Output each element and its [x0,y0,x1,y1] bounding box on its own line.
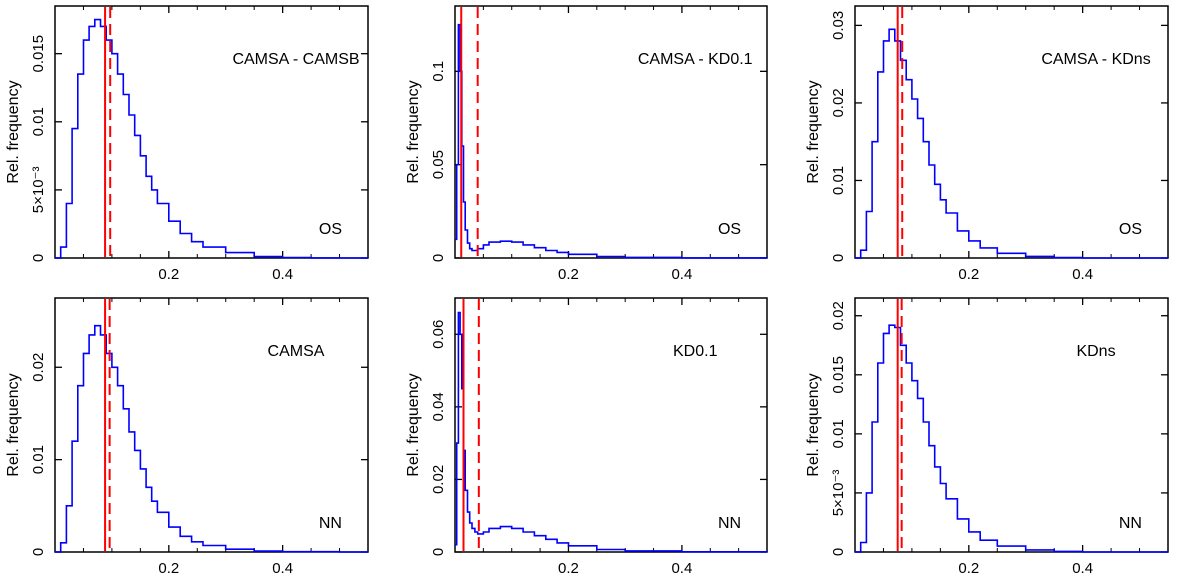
y-tick-label: 0.04 [430,392,447,421]
y-axis-label: Rel. frequency [805,373,822,476]
x-tick-label: 0.4 [1072,266,1093,283]
panel-annotation: KDns [1076,343,1115,360]
y-tick-label: 5×10⁻³ [30,167,47,214]
y-tick-label: 0 [430,254,447,262]
panel-annotation: CAMSA [268,343,325,360]
chart-panel-1: 0.2 0.4 0 5×10⁻³ 0.01 0.015 Rel. frequency CAMS… [5,5,369,283]
chart-panel-4: 0.2 0.4 0 0.01 0.02 Rel. frequency CAMSA NN [5,297,369,577]
y-axis-label: Rel. frequency [405,373,422,476]
y-tick-label: 0.06 [430,320,447,349]
x-tick-label: 0.2 [158,266,179,283]
chart-panel-5: 0.2 0.4 0 0.02 0.04 0.06 Rel. frequency KD0.1 NN [405,297,768,577]
x-tick-label: 0.2 [958,560,979,577]
y-axis-label: Rel. frequency [405,80,422,183]
x-tick-label: 0.4 [272,560,293,577]
y-axis-label: Rel. frequency [805,80,822,183]
corner-label: NN [1119,515,1142,532]
y-tick-label: 0.015 [830,356,847,394]
y-tick-label: 0.03 [830,11,847,40]
y-tick-label: 0.02 [830,301,847,330]
chart-panel-2: 0.2 0.4 0 0.05 0.1 Rel. frequency CAMSA - KD0.… [405,5,768,283]
y-tick-label: 0.1 [430,61,447,82]
y-tick-label: 5×10⁻³ [830,470,847,517]
y-tick-label: 0.01 [830,166,847,195]
plot-frame [854,5,1169,259]
y-tick-label: 0 [30,254,47,262]
histogram-series [455,311,768,553]
y-tick-label: 0 [830,254,847,262]
y-axis-label: Rel. frequency [5,373,22,476]
y-tick-label: 0.02 [830,88,847,117]
y-tick-label: 0.01 [830,419,847,448]
y-tick-label: 0 [430,548,447,556]
corner-label: NN [319,515,342,532]
y-tick-label: 0.01 [30,445,47,474]
chart-panel-6: 0.2 0.4 0 5×10⁻³ 0.01 0.015 0.02 Rel. frequency… [805,297,1169,577]
x-tick-label: 0.4 [1072,560,1093,577]
y-tick-label: 0.015 [30,35,47,73]
y-tick-label: 0.02 [430,465,447,494]
x-tick-label: 0.2 [558,266,579,283]
y-tick-label: 0.01 [30,107,47,136]
plot-frame [54,5,369,259]
x-tick-label: 0.2 [958,266,979,283]
corner-label: OS [1119,221,1142,238]
y-tick-label: 0 [30,548,47,556]
panel-annotation: CAMSA - KD0.1 [638,51,753,68]
x-tick-label: 0.4 [272,266,293,283]
y-tick-label: 0 [830,548,847,556]
plot-frame [54,297,369,553]
y-tick-label: 0.02 [30,353,47,382]
histogram-series [55,324,368,553]
y-axis-label: Rel. frequency [5,80,22,183]
y-tick-label: 0.05 [430,150,447,179]
x-tick-label: 0.2 [158,560,179,577]
plot-frame [454,297,768,553]
chart-panel-3: 0.2 0.4 0 0.01 0.02 0.03 Rel. frequency CAMSA -… [805,5,1169,283]
panel-annotation: CAMSA - CAMSB [232,51,359,68]
histogram-series [55,18,368,259]
panel-annotation: CAMSA - KDns [1041,51,1150,68]
corner-label: OS [319,221,342,238]
panel-annotation: KD0.1 [673,343,718,360]
corner-label: NN [718,515,741,532]
plot-frame [854,297,1169,553]
histogram-series [855,324,1168,553]
histogram-series [855,28,1168,259]
plot-frame [454,5,768,259]
x-tick-label: 0.4 [671,560,692,577]
x-tick-label: 0.4 [671,266,692,283]
x-tick-label: 0.2 [558,560,579,577]
corner-label: OS [718,221,741,238]
